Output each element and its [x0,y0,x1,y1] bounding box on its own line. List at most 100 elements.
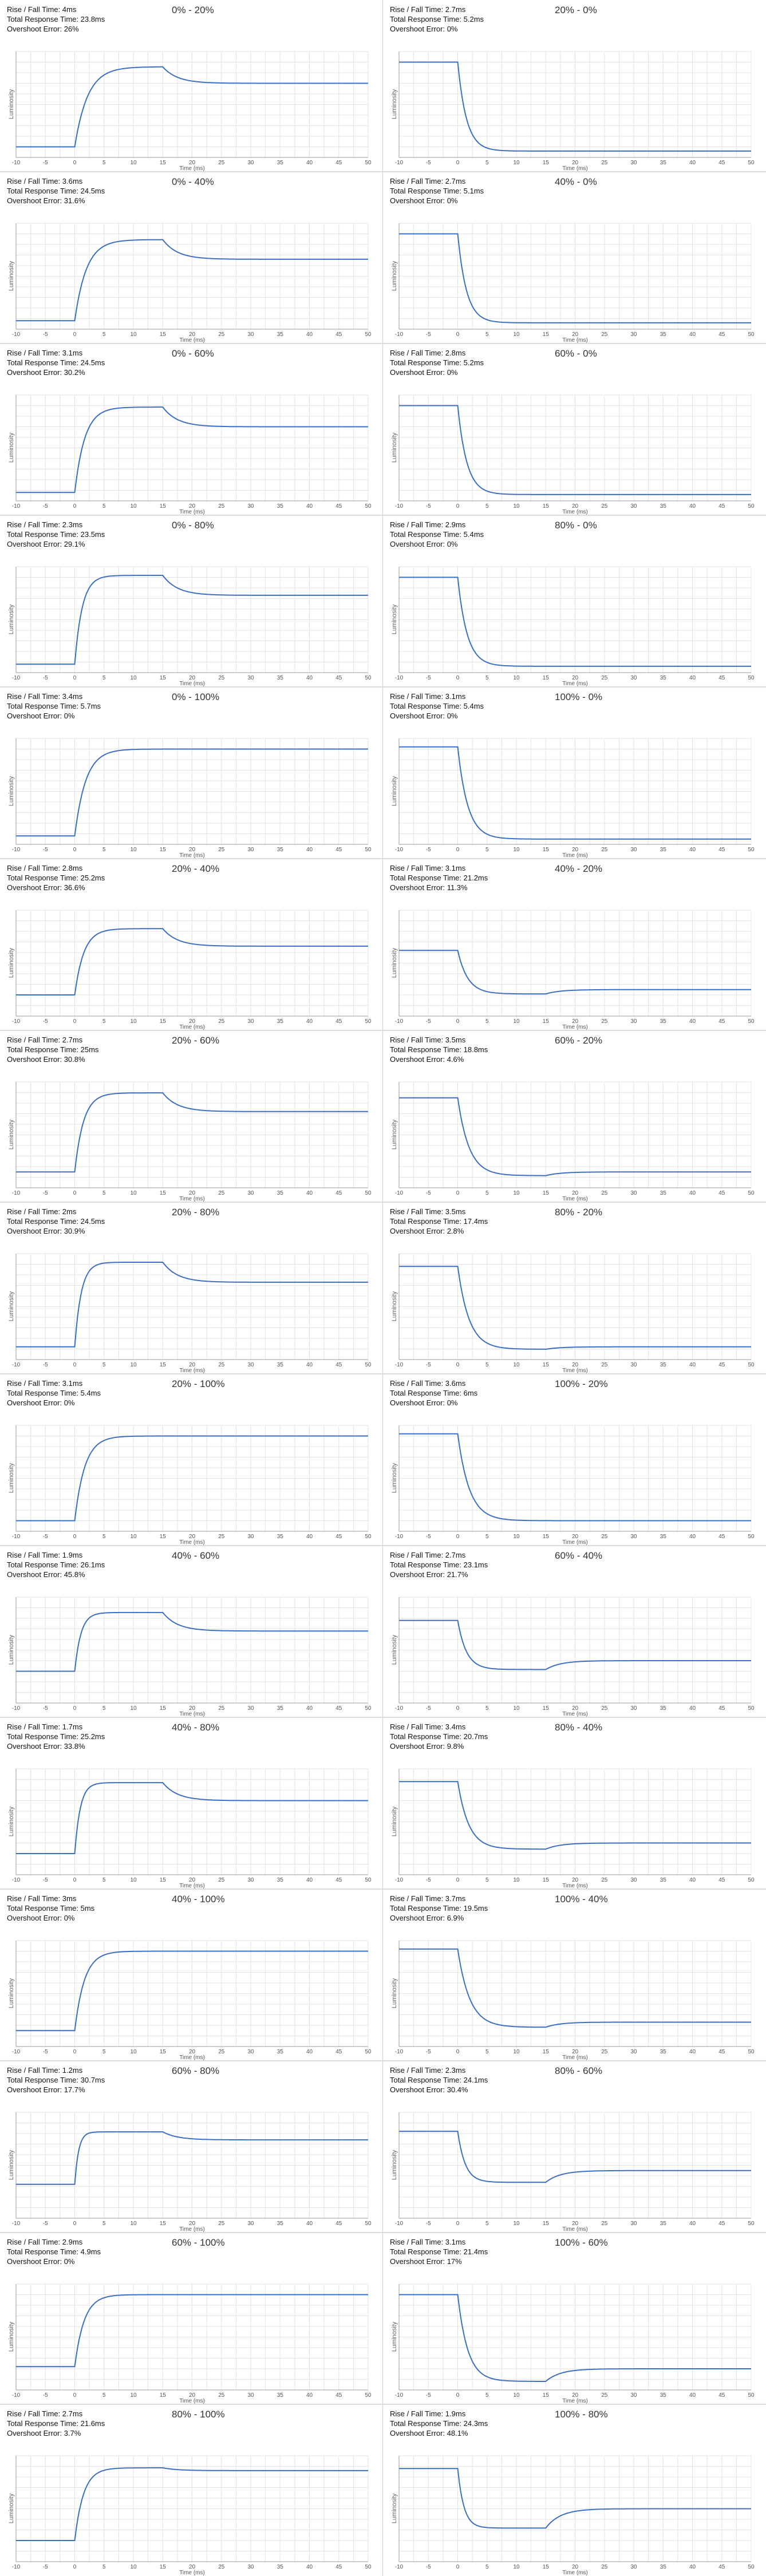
chart-title: 20% - 80% [172,1207,220,1218]
total-response-time-text: Total Response Time: 5.4ms [7,1389,101,1397]
chart-panel: Rise / Fall Time: 3.1ms Total Response Ti… [383,2233,766,2404]
x-tick-label: 45 [335,331,342,338]
x-axis-label: Time (ms) [562,1196,588,1202]
rise-fall-time-text: Rise / Fall Time: 1.9ms [7,1551,83,1559]
x-tick-label: 5 [102,1705,106,1712]
x-tick-label: 15 [160,2564,167,2570]
x-tick-label: 15 [543,331,550,338]
series-line [399,2131,751,2183]
x-tick-label: 5 [485,2049,489,2055]
series-line [399,61,751,152]
chart-panel: Rise / Fall Time: 2.7ms Total Response Ti… [383,172,766,343]
x-tick-label: 35 [277,1877,284,1883]
x-tick-label: 0 [456,675,460,681]
x-tick-label: 45 [718,847,725,853]
total-response-time-text: Total Response Time: 24.1ms [390,2076,488,2084]
stats-block: Rise / Fall Time: 3.7ms Total Response Ti… [390,1894,488,1923]
x-tick-label: 50 [365,1190,372,1196]
stats-block: Rise / Fall Time: 2.7ms Total Response Ti… [7,1035,98,1064]
x-tick-label: 5 [485,2392,489,2399]
chart-panel: Rise / Fall Time: 3.5ms Total Response Ti… [383,1202,766,1374]
stats-block: Rise / Fall Time: 3.4ms Total Response Ti… [7,692,101,721]
stats-block: Rise / Fall Time: 3.4ms Total Response Ti… [390,1722,488,1751]
total-response-time-text: Total Response Time: 5.4ms [390,530,484,539]
overshoot-error-text: Overshoot Error: 3.7% [7,2429,81,2437]
x-tick-label: -10 [12,2564,21,2570]
plot-svg: -10 -5 0 5 10 15 20 25 30 35 40 45 50 Time (ms) [12,1081,372,1202]
x-tick-label: 45 [718,331,725,338]
x-tick-label: 45 [335,1190,342,1196]
chart-panel: Rise / Fall Time: 2.3ms Total Response Ti… [0,515,383,687]
plot-svg: -10 -5 0 5 10 15 20 25 30 35 40 45 50 Time (ms) [395,2283,755,2404]
x-tick-label: 10 [513,1705,520,1712]
x-tick-label: 5 [102,2049,106,2055]
x-axis-label: Time (ms) [562,2055,588,2061]
rise-fall-time-text: Rise / Fall Time: 1.2ms [7,2066,83,2075]
x-axis-label: Time (ms) [179,165,205,172]
x-tick-label: 10 [513,1018,520,1025]
x-tick-label: 45 [718,1190,725,1196]
x-tick-label: 40 [689,1362,696,1368]
x-tick-label: -5 [426,1018,431,1025]
x-tick-label: 50 [365,160,372,166]
x-tick-label: -5 [43,1877,48,1883]
x-tick-label: 10 [513,2221,520,2227]
x-tick-label: -10 [12,2221,21,2227]
rise-fall-time-text: Rise / Fall Time: 4ms [7,5,77,14]
plot-svg: -10 -5 0 5 10 15 20 25 30 35 40 45 50 Time (ms) [395,910,755,1030]
x-tick-label: 30 [247,1362,254,1368]
x-axis-label: Time (ms) [179,1368,205,1374]
rise-fall-time-text: Rise / Fall Time: 1.9ms [390,2409,466,2418]
x-tick-label: -10 [12,1534,21,1540]
x-tick-label: 30 [630,331,637,338]
x-tick-label: -10 [395,1534,404,1540]
overshoot-error-text: Overshoot Error: 4.6% [390,1055,464,1064]
overshoot-error-text: Overshoot Error: 11.3% [390,883,468,892]
series-line [399,1097,751,1176]
x-tick-label: 30 [630,2564,637,2570]
x-tick-label: 5 [102,2392,106,2399]
x-tick-label: 35 [277,2392,284,2399]
chart-title: 80% - 20% [555,1207,603,1218]
x-tick-label: 35 [660,1877,667,1883]
stats-block: Rise / Fall Time: 2ms Total Response Time… [7,1207,105,1236]
x-tick-label: 5 [102,1362,106,1368]
total-response-time-text: Total Response Time: 5.7ms [7,702,101,710]
chart-title: 0% - 40% [172,176,214,187]
x-tick-label: 40 [306,675,313,681]
chart-title: 60% - 0% [555,348,597,359]
x-axis-label: Time (ms) [562,2570,588,2576]
stats-block: Rise / Fall Time: 3.1ms Total Response Ti… [7,1378,101,1408]
x-tick-label: -5 [426,1877,431,1883]
overshoot-error-text: Overshoot Error: 31.6% [7,196,85,205]
x-tick-label: 25 [218,1877,225,1883]
x-tick-label: 45 [335,2392,342,2399]
x-tick-label: 50 [365,1534,372,1540]
chart-panel: Rise / Fall Time: 1.7ms Total Response Ti… [0,1717,383,1889]
x-tick-label: 20 [572,675,579,681]
chart-title: 20% - 0% [555,5,597,15]
series-line [16,66,368,148]
x-tick-label: 25 [601,1018,608,1025]
x-tick-label: -5 [426,675,431,681]
x-axis-label: Time (ms) [562,165,588,172]
x-tick-label: -5 [426,1190,431,1196]
x-tick-label: -10 [12,331,21,338]
x-tick-label: 20 [572,2221,579,2227]
x-tick-label: 40 [689,2564,696,2570]
chart-panel: Rise / Fall Time: 3.4ms Total Response Ti… [383,1717,766,1889]
series-line [399,1948,751,2028]
x-tick-label: 0 [456,331,460,338]
x-tick-label: 10 [130,1534,137,1540]
x-tick-label: 45 [335,2049,342,2055]
x-tick-label: 5 [485,1362,489,1368]
chart-title: 20% - 40% [172,863,220,874]
chart-title: 100% - 20% [555,1378,608,1389]
x-tick-label: 20 [189,675,196,681]
rise-fall-time-text: Rise / Fall Time: 3.6ms [390,1379,466,1388]
x-tick-label: 0 [73,1018,77,1025]
chart-panel: Rise / Fall Time: 3.4ms Total Response Ti… [0,687,383,859]
x-tick-label: 35 [660,503,667,509]
rise-fall-time-text: Rise / Fall Time: 2ms [7,1207,77,1216]
x-tick-label: 5 [102,2221,106,2227]
